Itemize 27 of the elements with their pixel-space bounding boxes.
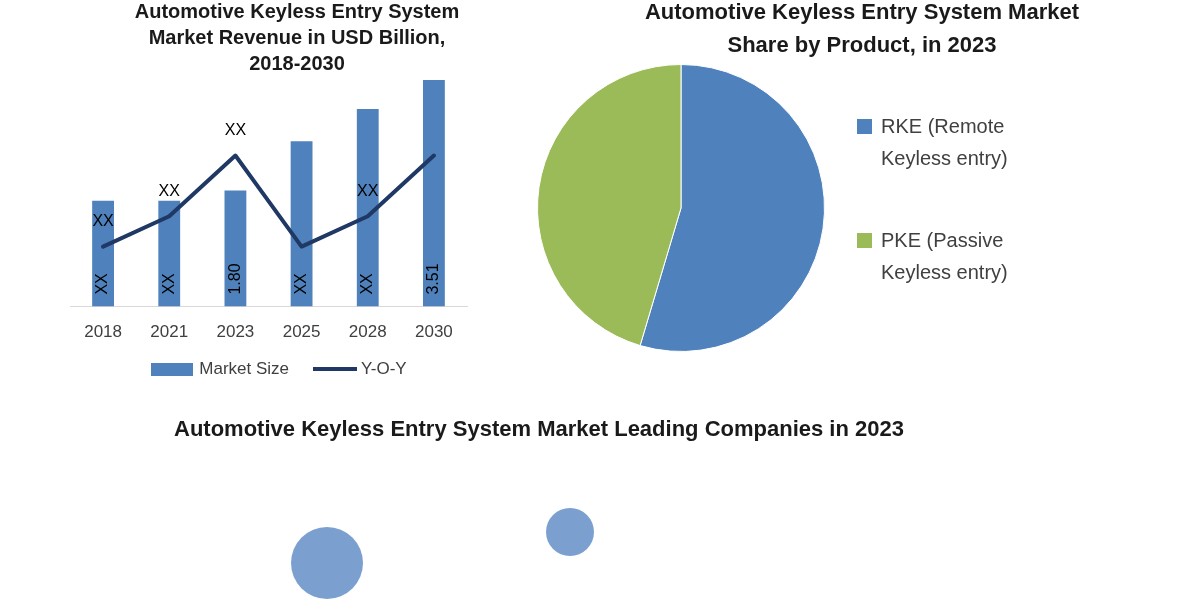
x-tick-label: 2025 — [282, 322, 321, 342]
x-tick-label: 2023 — [216, 322, 255, 342]
legend-label: RKE (Remote Keyless entry) — [881, 114, 1009, 171]
legend-label: Market Size — [199, 358, 290, 380]
x-tick-label: 2028 — [348, 322, 387, 342]
data-label: XX — [92, 211, 115, 229]
x-tick-label: 2021 — [150, 322, 189, 342]
data-label: XX — [159, 272, 177, 295]
data-label: XX — [158, 181, 181, 199]
data-label: XX — [93, 272, 111, 295]
legend-label: Y-O-Y — [361, 358, 407, 380]
text: Automotive Keyless Entry System Market Leading Companies in 2023 — [173, 415, 905, 443]
data-label: 1.80 — [225, 263, 243, 295]
data-label: XX — [224, 120, 247, 138]
legend-label: PKE (Passive Keyless entry) — [881, 228, 1009, 285]
chart-title: Automotive Keyless Entry System Market Share by Product, in 2023 — [643, 0, 1081, 59]
data-label: 3.51 — [424, 263, 442, 295]
bar — [224, 190, 247, 307]
bar — [290, 141, 313, 307]
chart-title: Automotive Keyless Entry System Market Revenue in USD Billion, 2018-2030 — [133, 0, 461, 76]
data-label: XX — [358, 272, 376, 295]
x-tick-label: 2030 — [415, 322, 453, 342]
x-tick-label: 2018 — [84, 322, 122, 342]
bar — [423, 80, 445, 307]
data-label: XX — [357, 181, 379, 199]
bar — [356, 109, 379, 307]
data-label: XX — [291, 272, 309, 295]
